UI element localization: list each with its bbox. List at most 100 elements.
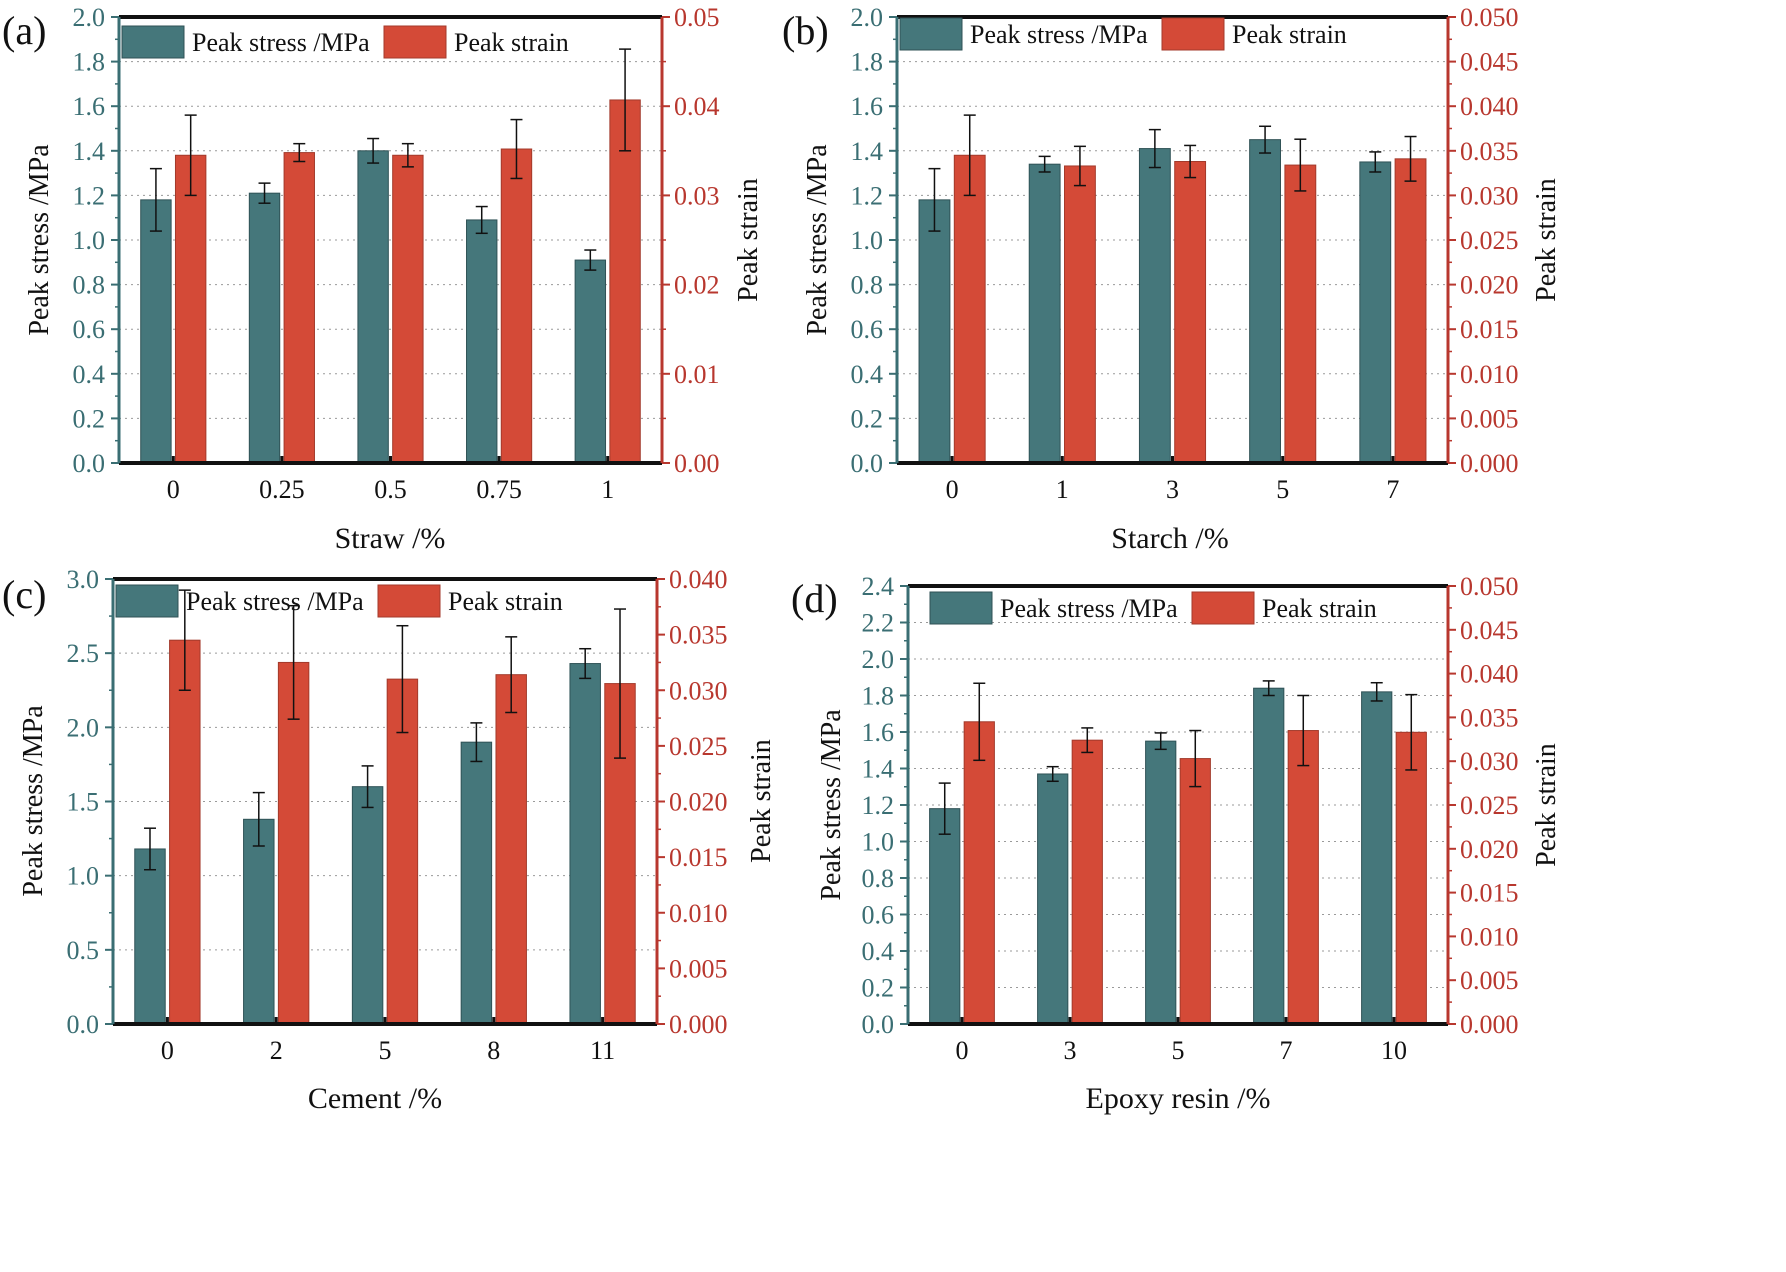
y-left-tick-label: 0.5 [67,936,100,965]
bar-peak-stress [574,259,607,464]
y-right-tick-label: 0.000 [1460,1010,1519,1039]
x-tick-label: 7 [1386,475,1399,504]
y-right-tick-label: 0.005 [1460,404,1519,433]
bar-peak-strain [963,721,995,1025]
x-tick-label: 0 [167,475,180,504]
x-tick-label: 11 [590,1036,615,1065]
y-right-tick-label: 0.045 [1460,48,1519,77]
x-tick-label: 0.5 [374,475,407,504]
x-tick-label: 7 [1280,1036,1293,1065]
bar-peak-strain [392,154,424,464]
bar-peak-stress [134,848,166,1025]
x-tick-label: 0 [161,1036,174,1065]
bar-peak-stress [1361,691,1393,1025]
legend-swatch-peak-stress [115,584,179,618]
y-left-tick-label: 0.0 [73,449,106,478]
y-right-tick-label: 0.025 [1460,226,1519,255]
y-left-tick-label: 0.8 [73,271,106,300]
y-left-tick-label: 1.2 [851,181,884,210]
y-right-tick-label: 0.04 [674,92,720,121]
bar-peak-strain [283,152,315,464]
y-left-tick-label: 0.6 [73,315,106,344]
panel-label: (a) [2,8,46,53]
bar-peak-stress [460,741,493,1025]
panel-label: (b) [782,8,829,53]
y-right-tick-label: 0.02 [674,271,720,300]
y-left-tick-label: 0.0 [67,1010,100,1039]
bar-peak-strain [174,154,207,464]
bar-peak-strain [277,661,310,1025]
x-tick-label: 3 [1166,475,1179,504]
y-left-tick-label: 2.2 [862,609,895,638]
y-right-tick-label: 0.015 [1460,315,1519,344]
bar-peak-strain [1174,161,1207,464]
bar-peak-strain [1071,739,1103,1025]
y-left-axis-title: Peak stress /MPa [24,144,55,336]
legend-label-peak-stress: Peak stress /MPa [186,587,364,616]
y-right-tick-label: 0.050 [1460,3,1519,32]
bar-peak-stress [918,199,951,464]
bar-peak-stress [1253,687,1285,1025]
legend-label-peak-stress: Peak stress /MPa [970,20,1148,49]
x-axis-title: Epoxy resin /% [1086,1082,1271,1115]
y-right-tick-label: 0.030 [1460,747,1519,776]
y-left-tick-label: 0.6 [862,901,895,930]
bar-peak-strain [1394,158,1427,464]
chart-panel-c: 0 2 5 8 11 0.0 0.5 1.0 1.5 2.0 2.5 3.0 0.000 0.005 0.0… [2,565,777,1115]
panel-label: (d) [791,576,838,621]
y-right-tick-label: 0.050 [1460,572,1519,601]
x-tick-label: 3 [1064,1036,1077,1065]
chart-panel-d: 0 3 5 7 10 0.0 0.2 0.4 0.6 0.8 1.0 1.2 1.4 1.6 1.8 2.0 2… [791,572,1562,1115]
legend-label-peak-strain: Peak strain [1262,594,1377,623]
bar-peak-strain [1284,164,1317,464]
y-left-tick-label: 1.0 [851,226,884,255]
chart-panel-a: 0 0.25 0.5 0.75 1 0.0 0.2 0.4 0.6 0.8 1.0 1.2 1.4 1.6… [2,3,764,555]
y-right-tick-label: 0.005 [669,954,728,983]
y-left-tick-label: 1.4 [73,137,106,166]
bar-peak-strain [500,148,533,464]
y-right-tick-label: 0.000 [669,1010,728,1039]
bar-peak-strain [1064,165,1096,464]
bar-peak-stress [248,192,281,464]
legend-swatch-peak-strain [377,584,441,618]
y-right-tick-label: 0.025 [1460,791,1519,820]
y-right-tick-label: 0.015 [669,843,728,872]
y-left-axis-title: Peak stress /MPa [802,144,833,336]
bar-peak-stress [1359,161,1392,464]
x-tick-label: 5 [1172,1036,1185,1065]
bar-peak-strain [953,154,986,464]
bar-peak-stress [1249,139,1281,464]
legend-swatch-peak-stress [899,17,963,51]
bar-peak-stress [1138,148,1171,464]
bar-peak-strain [169,639,201,1025]
y-left-tick-label: 0.2 [851,404,884,433]
bar-peak-strain [1287,730,1319,1025]
y-left-tick-label: 1.6 [851,92,884,121]
x-tick-label: 0.75 [476,475,522,504]
x-tick-label: 5 [379,1036,392,1065]
y-left-tick-label: 1.0 [73,226,106,255]
y-left-tick-label: 1.5 [67,788,100,817]
y-left-tick-label: 0.6 [851,315,884,344]
y-right-tick-label: 0.00 [674,449,720,478]
bar-peak-stress [569,663,601,1025]
y-right-tick-label: 0.05 [674,3,720,32]
legend-label-peak-strain: Peak strain [1232,20,1347,49]
y-left-tick-label: 0.4 [851,360,884,389]
bar-peak-stress [140,199,172,464]
y-left-tick-label: 2.0 [73,3,106,32]
legend-swatch-peak-stress [121,25,185,59]
y-right-tick-label: 0.030 [669,676,728,705]
y-right-tick-label: 0.03 [674,181,720,210]
y-left-tick-label: 1.8 [73,48,106,77]
y-left-tick-label: 1.2 [862,791,895,820]
legend: Peak stress /MPa Peak strain [115,584,563,618]
panel-label: (c) [2,572,46,617]
y-left-tick-label: 0.0 [862,1010,895,1039]
y-right-axis-title: Peak strain [733,178,764,302]
y-left-tick-label: 1.4 [851,137,884,166]
x-tick-label: 0.25 [259,475,305,504]
y-left-tick-label: 0.4 [862,937,895,966]
y-left-tick-label: 3.0 [67,565,100,594]
y-left-tick-label: 1.0 [862,828,895,857]
